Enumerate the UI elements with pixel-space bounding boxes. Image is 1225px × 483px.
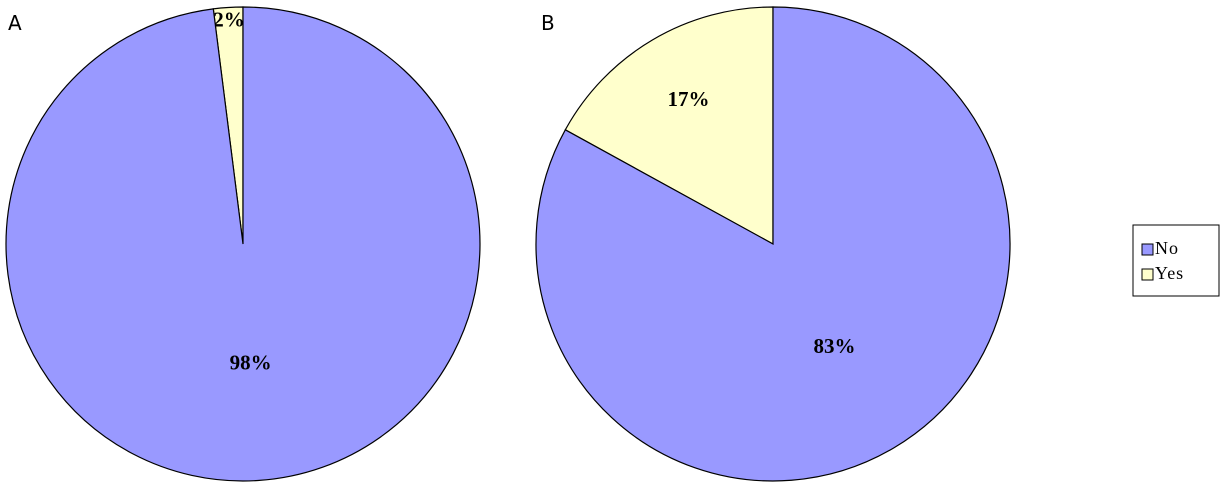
slice-label-no: 83% bbox=[814, 334, 856, 358]
pie-slice-yes bbox=[564, 6, 774, 246]
pie-chart-a: 2% 98% bbox=[5, 6, 481, 482]
slice-label-yes: 2% bbox=[213, 7, 245, 31]
panel-label-a: A bbox=[8, 11, 22, 35]
pie-slice-no bbox=[5, 6, 481, 482]
pie-slice-no bbox=[535, 6, 1011, 482]
pie-chart-b: 17% 83% bbox=[535, 6, 1011, 482]
legend-label-no: No bbox=[1155, 238, 1179, 258]
panel-label-b: B bbox=[541, 11, 555, 35]
slice-label-no: 98% bbox=[230, 350, 272, 374]
legend-swatch-yes bbox=[1141, 268, 1154, 281]
legend-label-yes: Yes bbox=[1155, 263, 1184, 283]
legend-swatch-no bbox=[1141, 243, 1154, 256]
legend: No Yes bbox=[1132, 224, 1220, 297]
legend-box bbox=[1132, 224, 1220, 297]
slice-label-yes: 17% bbox=[668, 87, 710, 111]
